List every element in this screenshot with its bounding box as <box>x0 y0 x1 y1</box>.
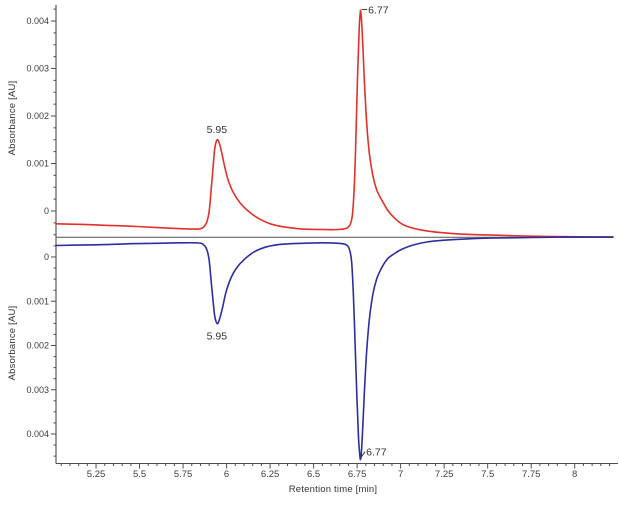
x-tick-label: 7.25 <box>435 469 454 480</box>
red-trace <box>55 9 614 238</box>
x-tick-label: 5.75 <box>174 469 193 480</box>
y-tick-label: 0.004 <box>26 16 49 26</box>
y-tick-label: 0.004 <box>26 429 49 439</box>
peak-label: 6.77 <box>366 447 387 459</box>
x-tick-label: 6.5 <box>307 469 320 480</box>
red-trace-peak-labels: 5.95 6.77 <box>207 5 389 136</box>
y-tick-label: 0 <box>44 252 49 262</box>
y-tick-label: 0.002 <box>26 111 49 121</box>
peak-label: 5.95 <box>207 124 228 136</box>
blue-trace <box>55 236 614 461</box>
y-tick-label: 0.001 <box>26 159 49 169</box>
x-tick-label: 5.5 <box>133 469 146 480</box>
axes <box>55 5 618 465</box>
peak-label: 6.77 <box>368 5 389 17</box>
x-tick-label: 5.25 <box>87 469 106 480</box>
blue-trace-peak-labels: 5.95 6.77 <box>207 330 387 458</box>
x-tick-label: 6.25 <box>261 469 280 480</box>
y-tick-label: 0.002 <box>26 341 49 351</box>
y-tick-label: 0 <box>44 206 49 216</box>
x-tick-label: 8 <box>572 469 577 480</box>
y-tick-label: 0.001 <box>26 296 49 306</box>
y-tick-label: 0.003 <box>26 64 49 74</box>
y-tick-label: 0.003 <box>26 385 49 395</box>
y-axis-bottom: 0 0.001 0.002 0.003 0.004 <box>26 245 56 457</box>
peak-label: 5.95 <box>207 330 228 342</box>
x-tick-label: 7.75 <box>522 469 541 480</box>
x-axis: 5.25 5.5 5.75 6 6.25 6.5 6.75 7 7.25 7.5 7.75 8 <box>60 463 611 480</box>
x-tick-label: 6 <box>224 469 229 480</box>
x-tick-label: 7.5 <box>481 469 494 480</box>
x-tick-label: 6.75 <box>348 469 367 480</box>
x-tick-label: 7 <box>398 469 403 480</box>
y-axis-top: 0 0.001 0.002 0.003 0.004 <box>26 8 56 236</box>
